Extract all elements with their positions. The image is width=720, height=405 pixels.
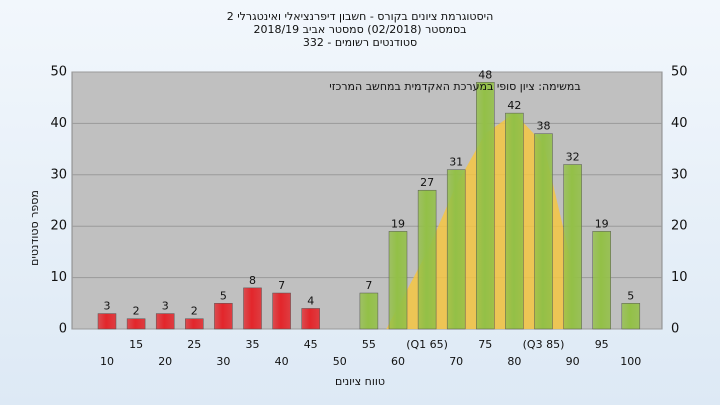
bar: [243, 287, 262, 330]
value-label: 4: [307, 294, 314, 307]
value-label: 7: [365, 279, 372, 292]
x-tick-label: 20: [158, 355, 172, 368]
bar: [214, 303, 233, 330]
y-tick-label: 0: [59, 322, 67, 337]
bar: [185, 318, 204, 330]
value-label: 8: [249, 274, 256, 287]
chart-title: היסטוגרמת ציונים בקורס - חשבון דיפרנציאל…: [227, 10, 494, 23]
x-tick-label: 75: [478, 338, 492, 351]
bar: [446, 169, 466, 330]
y-tick-label: 0: [671, 322, 679, 337]
x-axis-label: טווח ציונים: [335, 375, 385, 388]
value-label: 27: [420, 176, 434, 189]
y-tick-label: 40: [671, 116, 688, 131]
value-label: 5: [627, 289, 634, 302]
bar: [563, 164, 582, 330]
x-tick-label: 15: [129, 338, 143, 351]
x-tick-label: (Q1 65): [406, 338, 448, 351]
value-label: 3: [162, 300, 169, 313]
value-label: 32: [566, 151, 580, 164]
value-label: 2: [133, 305, 140, 318]
x-tick-label: 90: [566, 355, 580, 368]
y-tick-label: 30: [671, 167, 688, 182]
y-tick-label: 20: [671, 219, 688, 234]
x-tick-label: 70: [449, 355, 463, 368]
bar: [155, 313, 175, 330]
value-label: 38: [537, 120, 551, 133]
x-tick-label: 100: [620, 355, 641, 368]
value-label: 3: [104, 300, 111, 313]
value-label: 48: [478, 68, 492, 81]
x-tick-label: 40: [275, 355, 289, 368]
y-tick-label: 30: [50, 167, 67, 182]
y-tick-label: 50: [671, 65, 688, 80]
value-label: 7: [278, 279, 285, 292]
bar: [301, 308, 320, 330]
y-tick-label: 10: [671, 270, 688, 285]
bar: [417, 189, 437, 330]
y-axis-label: מספר סטודנטים: [28, 190, 41, 266]
x-tick-label: 55: [362, 338, 376, 351]
bar: [476, 82, 495, 330]
x-tick-label: 45: [304, 338, 318, 351]
y-tick-label: 20: [50, 219, 67, 234]
bar: [388, 231, 408, 330]
bar: [592, 231, 611, 330]
x-tick-label: 35: [246, 338, 260, 351]
x-tick-label: 30: [216, 355, 230, 368]
annotation: במשימה: ציון סופי במערכת האקדמית במחשב ה…: [329, 80, 580, 93]
y-tick-label: 40: [50, 116, 67, 131]
x-tick-label: 50: [333, 355, 347, 368]
value-label: 19: [595, 217, 609, 230]
x-tick-label: 10: [100, 355, 114, 368]
x-tick-label: 95: [595, 338, 609, 351]
bar: [126, 318, 146, 330]
bar: [97, 313, 117, 330]
value-label: 19: [391, 217, 405, 230]
bar: [359, 292, 379, 330]
x-tick-label: 80: [507, 355, 521, 368]
chart-subtitle: סטודנטים רשומים - 332: [303, 36, 417, 49]
bar: [505, 112, 524, 330]
bar: [534, 133, 553, 330]
bar: [621, 303, 641, 330]
chart-subtitle: בסמסטר (02/2018) סמסטר אביב 2018/19: [253, 23, 466, 36]
value-label: 2: [191, 305, 198, 318]
y-tick-label: 50: [50, 65, 67, 80]
value-label: 5: [220, 289, 227, 302]
x-tick-label: 25: [187, 338, 201, 351]
bar: [272, 292, 291, 330]
x-tick-label: 60: [391, 355, 405, 368]
y-tick-label: 10: [50, 270, 67, 285]
value-label: 31: [449, 156, 463, 169]
value-label: 42: [507, 99, 521, 112]
x-tick-label: (Q3 85): [523, 338, 565, 351]
